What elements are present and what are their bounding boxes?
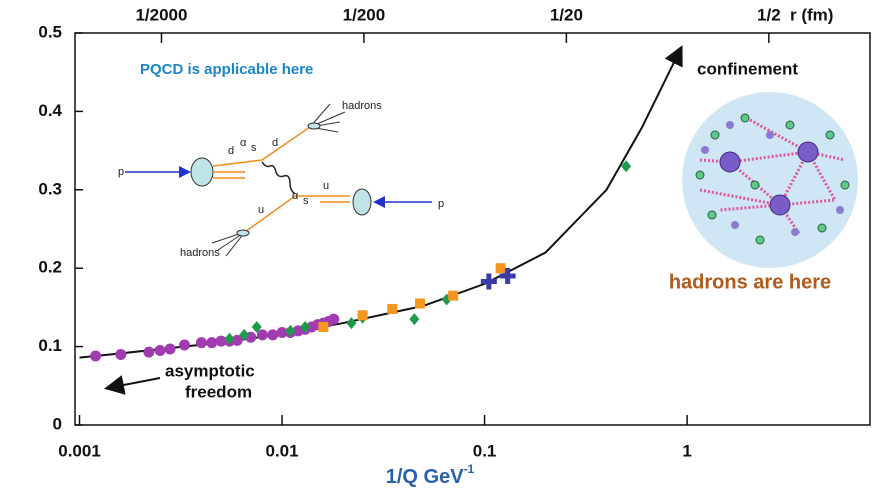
point (256, 329, 268, 341)
x-tick-label: 0.01 (265, 441, 298, 460)
annotation: asymptotic (165, 361, 255, 380)
point (285, 324, 296, 337)
point (499, 268, 516, 285)
y-tick-label: 0.5 (38, 22, 62, 41)
point (415, 298, 426, 309)
plot-frame (74, 32, 871, 426)
point (357, 310, 368, 321)
diagram-label: p (438, 198, 444, 210)
annotation: confinement (697, 59, 798, 78)
y-tick-label: 0.4 (38, 101, 62, 120)
point (239, 328, 250, 341)
fit-curve (79, 45, 683, 359)
point (495, 263, 506, 274)
point (195, 337, 207, 349)
point (621, 160, 632, 173)
point (409, 313, 420, 326)
x2-tick-label: 1/20 (550, 5, 583, 24)
x2-tick-label: 1/2 (757, 5, 781, 24)
x-tick-label: 0.001 (58, 441, 101, 460)
point (328, 313, 340, 325)
point (143, 346, 155, 358)
annotation: hadrons are here (669, 271, 831, 293)
point (318, 322, 329, 332)
point (346, 317, 357, 330)
x-axis-label-text: 1/Q GeV (386, 466, 464, 488)
diagram-label: hadrons (180, 247, 220, 259)
diagram-label: u (323, 180, 329, 192)
diagram-label: α (292, 190, 299, 202)
diagram-label: d (272, 137, 278, 149)
point (164, 343, 176, 355)
x-axis-label-sup: -1 (464, 462, 475, 476)
diagram-label: p (118, 166, 124, 178)
x-tick-label: 1 (682, 441, 691, 460)
hadron-illustration (682, 92, 858, 268)
point (448, 290, 459, 301)
x2-axis-label: r (fm) (790, 5, 833, 24)
point (215, 335, 227, 347)
point (154, 345, 166, 357)
point (231, 334, 243, 346)
point (115, 348, 127, 360)
diagram-label: u (258, 204, 264, 216)
y-tick-label: 0.2 (38, 258, 62, 277)
diagram-label: s (251, 142, 257, 154)
point (387, 303, 398, 314)
x-tick-label: 0.1 (473, 441, 497, 460)
point (179, 339, 191, 351)
y-tick-label: 0.3 (38, 179, 62, 198)
point (480, 273, 497, 290)
diagram-label: d (228, 145, 234, 157)
point (267, 329, 279, 341)
x-axis-label: 1/Q GeV-1 (386, 462, 475, 488)
point (276, 326, 288, 338)
annotation: freedom (185, 382, 252, 401)
point (206, 337, 218, 349)
point (90, 350, 102, 362)
y-tick-label: 0 (53, 414, 62, 433)
point (251, 321, 262, 333)
y-tick-label: 0.1 (38, 336, 62, 355)
annotation: PQCD is applicable here (140, 61, 313, 78)
diagram-label: hadrons (342, 100, 382, 112)
point (224, 332, 235, 345)
feynman-diagram: hadrons hadrons p p d d u u α s α s (118, 100, 444, 259)
x2-tick-label: 1/2000 (135, 5, 187, 24)
diagram-label: α (240, 137, 247, 149)
diagram-label: s (303, 195, 309, 207)
x2-tick-label: 1/200 (343, 5, 386, 24)
arrow (104, 375, 161, 395)
point (300, 321, 311, 333)
